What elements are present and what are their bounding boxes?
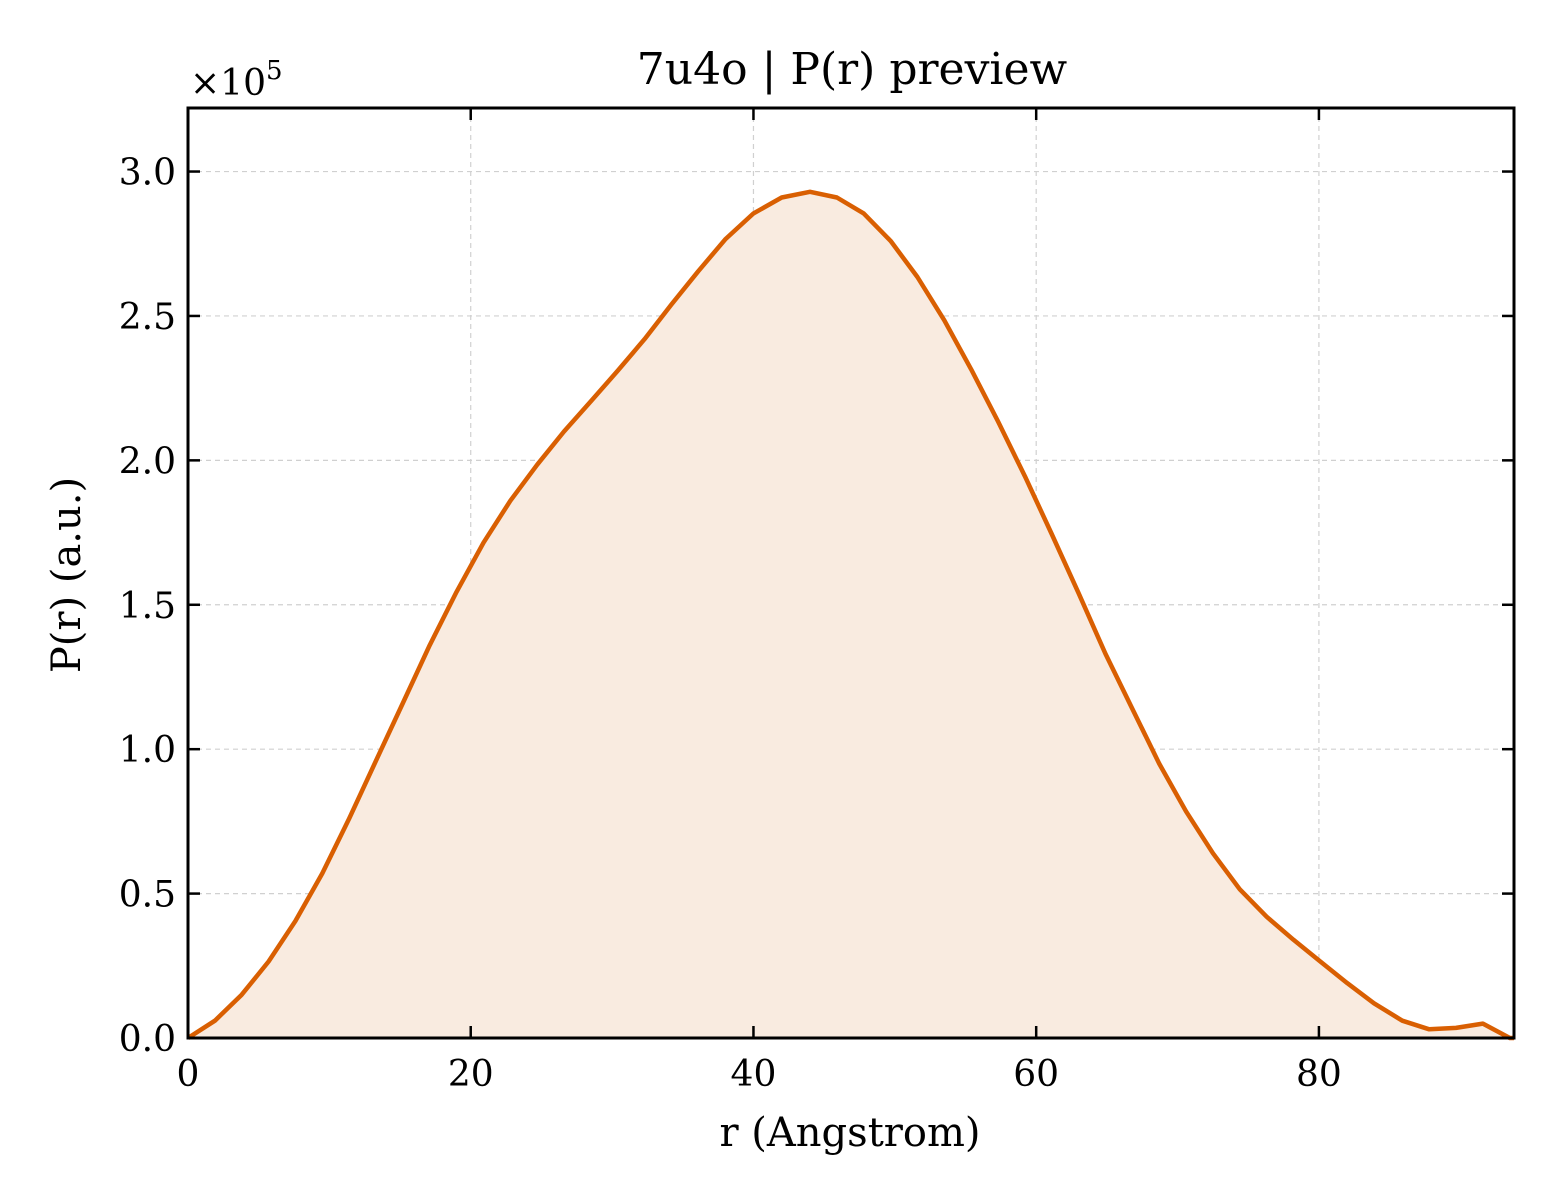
y-axis-label: P(r) (a.u.): [44, 477, 90, 673]
pr-series-line: [186, 189, 1514, 1041]
axis-ticks: 0 20 40 60 80 0.0 0.5 1.0 1.5 2.0 2.5 3.0: [119, 108, 1514, 1095]
y-axis-offset-label: ×105: [190, 56, 283, 104]
y-tick-label: 1.0: [119, 730, 176, 771]
y-axis-offset-base: ×10: [190, 63, 266, 104]
y-tick-label: 2.5: [119, 297, 176, 338]
x-tick-label: 0: [177, 1054, 200, 1095]
y-axis-offset-exponent: 5: [266, 56, 283, 86]
x-axis-label: r (Angstrom): [719, 1110, 980, 1156]
y-tick-label: 0.5: [119, 875, 176, 916]
plot-frame: [186, 106, 1516, 1040]
x-tick-label: 20: [448, 1054, 494, 1095]
chart-title: 7u4o | P(r) preview: [637, 44, 1068, 95]
y-tick-label: 3.0: [119, 153, 176, 194]
x-tick-label: 60: [1013, 1054, 1059, 1095]
y-tick-label: 2.0: [119, 441, 176, 482]
y-tick-label: 1.5: [119, 586, 176, 627]
pr-area-fill: [188, 191, 1514, 1039]
y-tick-label: 0.0: [119, 1019, 176, 1060]
x-tick-label: 40: [731, 1054, 777, 1095]
x-tick-label: 80: [1296, 1054, 1342, 1095]
